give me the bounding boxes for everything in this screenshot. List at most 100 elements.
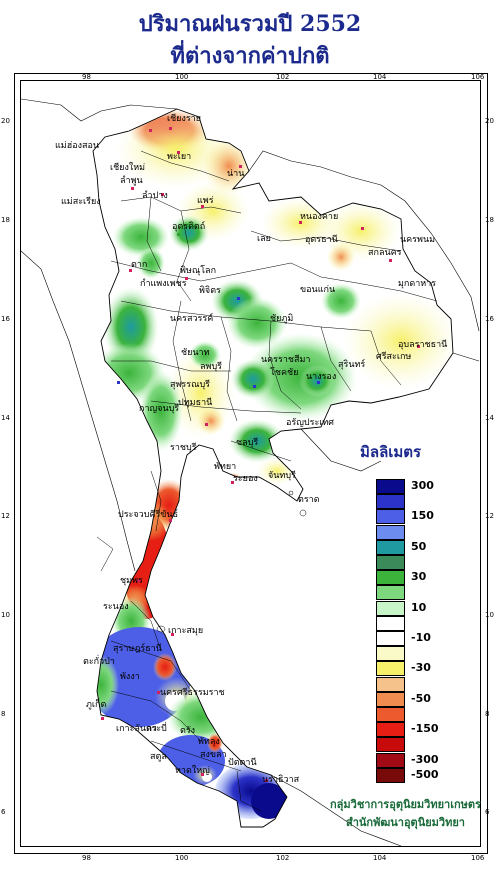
place-label: แม่สะเรียง: [61, 197, 101, 207]
place-label: เลย: [257, 234, 271, 244]
legend-swatch: [376, 509, 405, 525]
lon-tick-top: 98: [82, 73, 91, 81]
map-outer-frame: [14, 73, 488, 854]
border-malaysia-line: [270, 774, 402, 846]
lat-tick-right: 10: [485, 611, 494, 619]
place-label: อุตรดิตถ์: [172, 222, 206, 232]
lat-tick-left: 6: [1, 808, 6, 816]
legend-label: 150: [411, 509, 434, 523]
place-label: ตะกั่วป่า: [83, 657, 115, 667]
place-label: นครศรีธรรมราช: [160, 688, 225, 698]
legend-swatch: [376, 707, 405, 722]
place-label: มุกดาหาร: [398, 279, 437, 289]
lat-tick-right: 18: [485, 216, 494, 224]
lat-tick-right: 8: [485, 710, 490, 718]
legend-label: 30: [411, 570, 427, 584]
place-label: แพร่: [197, 196, 214, 206]
legend-swatch: [376, 600, 405, 616]
place-label: เชียงใหม่: [110, 163, 146, 173]
place-label: เชียงราย: [167, 114, 202, 124]
place-label: นครสวรรค์: [170, 314, 214, 324]
lat-tick-right: 12: [485, 512, 494, 520]
lat-tick-right: 20: [485, 117, 494, 125]
place-label: ชัยนาท: [181, 348, 210, 358]
place-label: นครพนม: [400, 235, 436, 245]
lon-tick-bottom: 106: [471, 854, 485, 862]
place-label: กำแพงเพชร: [140, 279, 187, 289]
lat-tick-left: 14: [1, 414, 10, 422]
legend-swatch: [376, 691, 405, 707]
legend-label: 10: [411, 600, 427, 614]
place-label: พัทลุง: [198, 737, 220, 747]
island-marker: [156, 625, 166, 633]
border-north-line: [21, 98, 178, 122]
credit-line2: สำนักพัฒนาอุตุนิยมวิทยา: [346, 816, 465, 829]
legend-swatch: [376, 494, 405, 510]
map-canvas: [20, 80, 481, 847]
place-label: ชลบุรี: [236, 438, 259, 448]
lon-tick-top: 102: [276, 73, 290, 81]
place-label: ตาก: [131, 260, 148, 270]
legend-swatch: [376, 570, 405, 586]
legend-swatch: [376, 615, 405, 631]
place-label: กระบี่: [146, 724, 167, 734]
place-label: โชคชัย: [270, 368, 299, 378]
legend-swatch: [376, 676, 405, 692]
place-label: เกาะลันตา: [116, 724, 157, 734]
legend-label: -10: [411, 631, 431, 644]
place-label: สตูล: [150, 752, 167, 762]
place-label: แม่ฮ่องสอน: [55, 141, 100, 151]
place-label: ตราด: [298, 495, 320, 505]
island-marker: [288, 490, 294, 496]
place-label: ลำพูน: [120, 176, 143, 186]
border-cambodia-coast-line: [300, 428, 382, 472]
legend-swatch: [376, 752, 405, 768]
place-label: ระนอง: [103, 602, 129, 612]
legend-label: 300: [411, 479, 434, 492]
legend-swatch: [376, 539, 405, 555]
lon-tick-bottom: 100: [175, 854, 189, 862]
map-title-line2: ที่ต่างจากค่าปกติ: [170, 43, 330, 69]
place-label: ราชบุรี: [170, 443, 197, 453]
coast-detail-line: [96, 536, 114, 572]
island-marker: [299, 509, 307, 517]
legend-label: 50: [411, 539, 427, 553]
place-label: พะเยา: [167, 152, 192, 162]
place-label: ประจวบคีรีขันธ์: [118, 510, 179, 520]
lat-tick-left: 20: [1, 117, 10, 125]
station-markers: [101, 127, 420, 782]
lon-tick-top: 100: [175, 73, 189, 81]
legend-swatch: [376, 555, 405, 570]
rainfall-anomaly-map: [21, 98, 480, 846]
legend-swatch: [376, 524, 405, 540]
place-label: เกาะสมุย: [168, 626, 204, 636]
place-label: นางรอง: [306, 372, 337, 382]
place-label: อรัญประเทศ: [286, 418, 335, 428]
place-label: นราธิวาส: [262, 775, 300, 785]
legend-swatch: [376, 767, 405, 783]
place-label: ปทุมธานี: [178, 398, 213, 408]
place-label: อุดรธานี: [305, 235, 338, 245]
place-label: หนองคาย: [300, 212, 339, 222]
lat-tick-right: 6: [485, 808, 490, 816]
place-label: ตรัง: [180, 726, 196, 736]
lat-tick-right: 16: [485, 315, 494, 323]
place-label: ชุมพร: [120, 576, 143, 586]
place-label: สุราษฎร์ธานี: [113, 644, 162, 654]
place-label: สุรินทร์: [338, 360, 366, 370]
place-label: สกลนคร: [368, 248, 402, 258]
place-label: นครราชสีมา: [261, 355, 311, 365]
place-label: ลพบุรี: [200, 362, 222, 372]
place-label: อุบลราชธานี: [398, 340, 448, 350]
border-cambodia-line: [452, 352, 480, 362]
lon-tick-bottom: 98: [82, 854, 91, 862]
place-label: ศรีสะเกษ: [376, 352, 412, 362]
place-label: หาดใหญ่: [175, 766, 210, 776]
lat-tick-left: 8: [1, 710, 6, 718]
lon-tick-bottom: 102: [276, 854, 290, 862]
border-laos-line: [248, 150, 480, 332]
legend-swatch: [376, 661, 405, 677]
province-borders: [92, 108, 454, 828]
lat-tick-left: 10: [1, 611, 10, 619]
place-label: ชัยภูมิ: [270, 314, 294, 324]
